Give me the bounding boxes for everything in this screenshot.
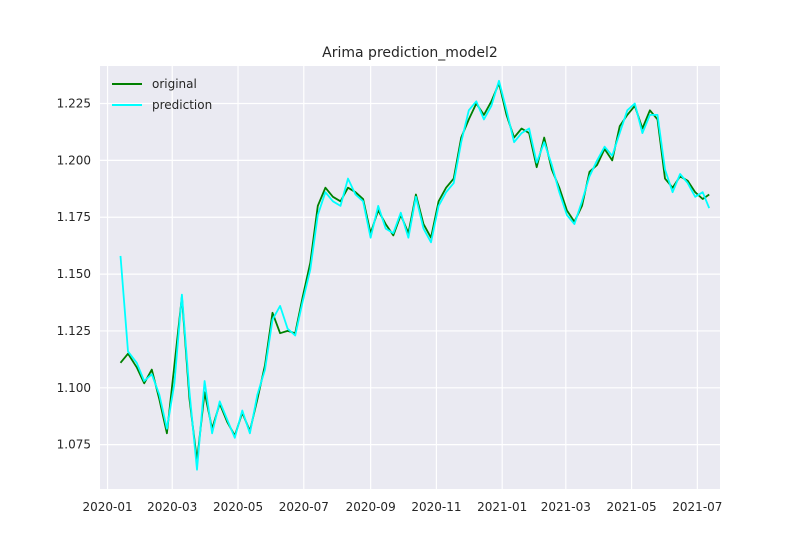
series-line-prediction bbox=[119, 79, 711, 471]
legend: original prediction bbox=[112, 77, 212, 112]
x-tick-labels: 2020-01 2020-03 2020-05 2020-07 2020-09 2020-… bbox=[82, 500, 722, 514]
series-layer bbox=[119, 79, 711, 471]
x-tick-label: 2021-05 bbox=[607, 500, 657, 514]
x-tick-label: 2021-07 bbox=[672, 500, 722, 514]
legend-label-original: original bbox=[152, 77, 197, 91]
x-tick-label: 2020-11 bbox=[411, 500, 461, 514]
y-tick-labels: 1.075 1.100 1.125 1.150 1.175 1.200 1.225 bbox=[57, 97, 91, 452]
x-tick-label: 2021-03 bbox=[541, 500, 591, 514]
y-tick-label: 1.175 bbox=[57, 210, 91, 224]
y-tick-label: 1.100 bbox=[57, 381, 91, 395]
legend-label-prediction: prediction bbox=[152, 98, 212, 112]
x-tick-label: 2020-01 bbox=[82, 500, 132, 514]
grid-lines bbox=[100, 66, 720, 489]
x-tick-label: 2020-03 bbox=[147, 500, 197, 514]
x-tick-label: 2020-07 bbox=[279, 500, 329, 514]
y-tick-label: 1.200 bbox=[57, 153, 91, 167]
x-tick-label: 2021-01 bbox=[477, 500, 527, 514]
x-tick-label: 2020-05 bbox=[213, 500, 263, 514]
y-tick-label: 1.225 bbox=[57, 97, 91, 111]
y-tick-label: 1.075 bbox=[57, 438, 91, 452]
y-tick-label: 1.125 bbox=[57, 324, 91, 338]
y-tick-label: 1.150 bbox=[57, 267, 91, 281]
chart-title: Arima prediction_model2 bbox=[322, 45, 498, 61]
x-tick-label: 2020-09 bbox=[346, 500, 396, 514]
